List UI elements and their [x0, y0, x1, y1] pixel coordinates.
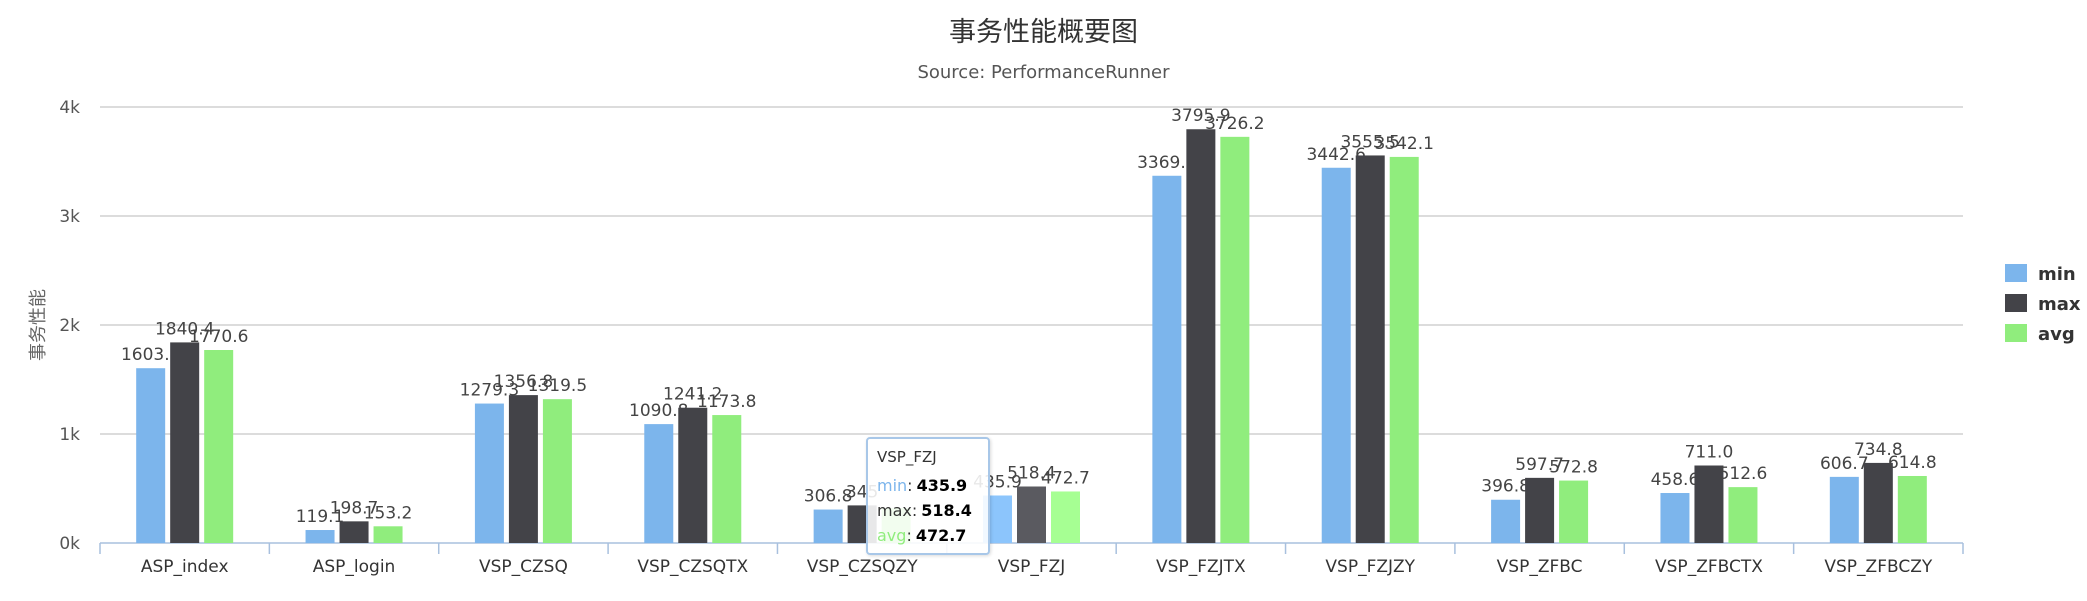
x-tick-label: VSP_FZJZY — [1325, 557, 1415, 577]
data-label-max: 597.7 — [1515, 455, 1564, 475]
data-label-min: 1603.7 — [121, 345, 180, 365]
tooltip-row-min: min: 435.9 — [877, 476, 968, 495]
data-label-min: 606.7 — [1820, 454, 1869, 474]
data-label-avg: 3726.2 — [1205, 114, 1264, 134]
bar-avg — [1559, 480, 1589, 543]
tooltip-value: 435.9 — [916, 476, 968, 495]
data-label-min: 3369.1 — [1137, 153, 1196, 173]
data-label-max: 1241.2 — [663, 385, 722, 405]
bar-min — [1829, 476, 1859, 543]
x-tick-label: VSP_ZFBCTX — [1655, 557, 1763, 577]
bar-min — [813, 509, 843, 543]
data-label-max: 734.8 — [1854, 440, 1903, 460]
legend-label-avg: avg — [2038, 324, 2075, 345]
x-tick-label: ASP_index — [141, 557, 229, 577]
bar-max — [1355, 155, 1385, 543]
y-axis-title: 事务性能 — [28, 289, 49, 361]
legend-swatch-max — [2005, 294, 2027, 312]
bar-min — [474, 403, 504, 543]
bar-avg — [1728, 487, 1758, 543]
data-label-max: 3795.9 — [1171, 106, 1230, 126]
data-label-avg: 472.7 — [1041, 468, 1090, 488]
data-label-min: 458.6 — [1651, 470, 1700, 490]
data-label-max: 518.4 — [1007, 463, 1056, 483]
x-tick-label: VSP_FZJTX — [1156, 557, 1246, 577]
bar-max — [1694, 465, 1724, 543]
chart-title: 事务性能概要图 — [949, 17, 1138, 48]
tooltip-category: VSP_FZJ — [877, 448, 937, 466]
bar-min — [1491, 499, 1521, 543]
y-tick-label: 3k — [59, 207, 80, 227]
chart-tooltip: VSP_FZJ min: 435.9 max: 518.4 avg: 472.7 — [866, 437, 990, 555]
data-label-avg: 3542.1 — [1374, 134, 1433, 154]
x-tick-label: VSP_CZSQTX — [637, 557, 748, 577]
data-label-min: 1090.8 — [629, 401, 688, 421]
bar-min — [305, 530, 335, 543]
data-label-max: 3555.5 — [1340, 132, 1399, 152]
bar-max — [1525, 477, 1555, 543]
data-label-max: 198.7 — [330, 498, 379, 518]
tooltip-series-name: min — [877, 476, 908, 495]
data-label-avg: 614.8 — [1888, 453, 1937, 473]
data-label-max: 1840.4 — [155, 319, 214, 339]
data-label-avg: 1319.5 — [528, 376, 587, 396]
bar-min — [1321, 167, 1351, 544]
bar-avg — [373, 526, 403, 543]
data-label-min: 306.8 — [804, 487, 853, 507]
bar-avg — [1389, 156, 1419, 543]
bar-max — [678, 407, 708, 543]
bar-avg — [204, 350, 234, 543]
bar-min — [644, 424, 674, 543]
bar-max — [1017, 486, 1046, 543]
legend-swatch-avg — [2005, 324, 2027, 342]
bar-avg — [1051, 491, 1080, 543]
x-tick-label: VSP_CZSQ — [479, 557, 568, 577]
y-tick-label: 2k — [59, 316, 80, 336]
x-tick-label: VSP_FZJ — [998, 557, 1066, 577]
data-label-avg: 512.6 — [1719, 464, 1768, 484]
tooltip-value: 472.7 — [915, 526, 967, 545]
x-tick-label: ASP_login — [313, 557, 396, 577]
y-tick-label: 1k — [59, 425, 80, 445]
bar-max — [1186, 129, 1216, 544]
x-tick-label: VSP_CZSQZY — [807, 557, 919, 577]
bar-max — [339, 521, 369, 543]
bar-min — [1660, 493, 1690, 543]
data-label-min: 396.8 — [1481, 477, 1530, 497]
tooltip-row-max: max: 518.4 — [877, 501, 972, 520]
data-label-avg: 153.2 — [364, 503, 413, 523]
legend-label-max: max — [2038, 294, 2081, 315]
y-tick-label: 4k — [59, 98, 80, 118]
bar-avg — [1897, 475, 1927, 543]
data-label-avg: 1173.8 — [697, 392, 756, 412]
bar-avg — [542, 399, 572, 543]
tooltip-value: 518.4 — [921, 501, 972, 520]
y-tick-label: 0k — [59, 534, 80, 554]
data-label-max: 711.0 — [1685, 443, 1734, 463]
legend-label-min: min — [2038, 264, 2076, 285]
bar-avg — [712, 415, 742, 543]
legend-swatch-min — [2005, 264, 2027, 282]
x-tick-label: VSP_ZFBC — [1497, 557, 1583, 577]
chart-subtitle: Source: PerformanceRunner — [917, 62, 1170, 83]
data-label-min: 119.1 — [296, 507, 345, 527]
tooltip-row-avg: avg: 472.7 — [877, 526, 967, 545]
data-label-min: 1279.3 — [460, 381, 519, 401]
bar-max — [170, 342, 200, 543]
bar-max — [508, 395, 538, 543]
x-tick-label: VSP_ZFBCZY — [1824, 557, 1932, 577]
tooltip-series-name: max — [877, 501, 912, 520]
bar-max — [1863, 462, 1893, 543]
data-label-max: 1356.8 — [494, 372, 553, 392]
bar-min — [136, 368, 166, 543]
data-label-min: 3442.6 — [1306, 145, 1365, 165]
data-label-avg: 1770.6 — [189, 327, 248, 347]
tooltip-series-name: avg — [877, 526, 907, 545]
bar-avg — [1220, 136, 1250, 544]
bar-min — [1152, 175, 1182, 543]
data-label-avg: 572.8 — [1549, 458, 1598, 478]
